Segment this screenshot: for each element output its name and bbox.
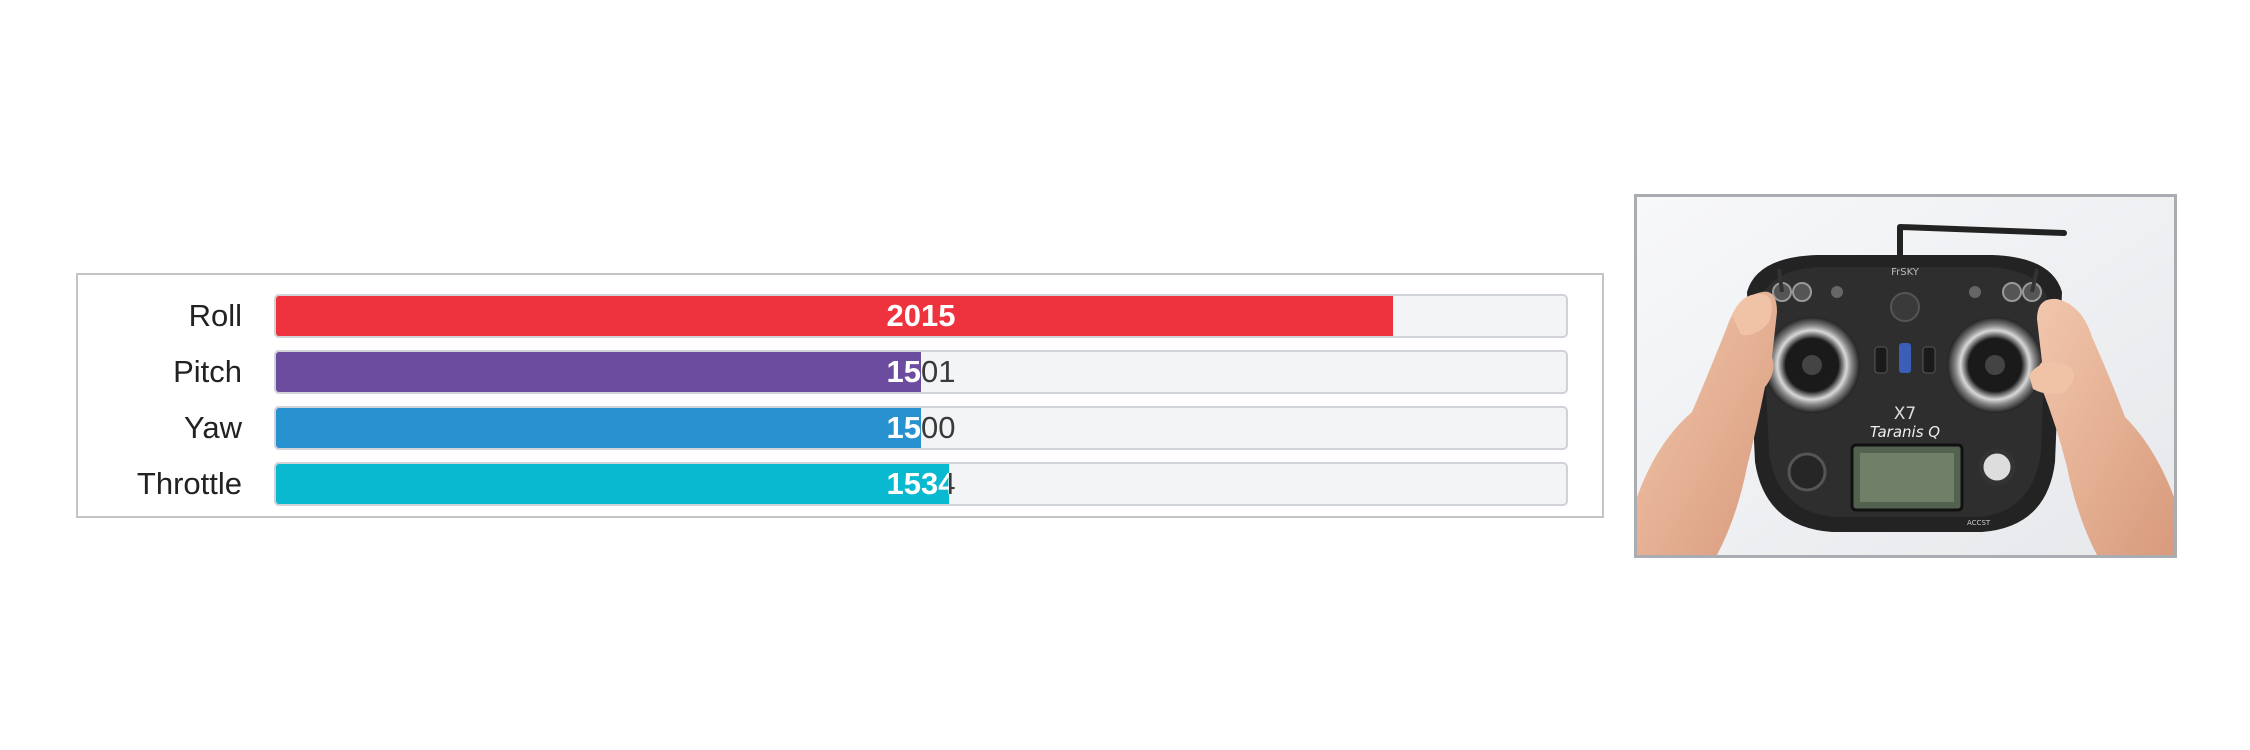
channel-label: Throttle	[136, 466, 242, 501]
svg-text:FrSKY: FrSKY	[1891, 267, 1920, 278]
transmitter-photo: FrSKY X7 Taranis Q ACCST	[1634, 194, 2177, 558]
channel-value-on-fill: 1500	[886, 410, 921, 445]
channel-label: Yaw	[183, 410, 242, 445]
svg-text:Taranis Q: Taranis Q	[1870, 423, 1940, 441]
channel-value-on-fill: 1534	[886, 466, 950, 501]
channel-bar-track: 1500 1500	[274, 406, 1568, 450]
channel-label: Pitch	[173, 354, 242, 389]
channel-bar-track: 1501 1501	[274, 350, 1568, 394]
svg-text:X7: X7	[1894, 404, 1916, 424]
channel-bar-fill: 1500	[276, 408, 921, 448]
channel-bar-track: 1534 1534	[274, 462, 1568, 506]
channel-label: Roll	[188, 298, 242, 333]
rc-transmitter-icon: FrSKY X7 Taranis Q ACCST	[1637, 197, 2174, 555]
channel-row-pitch: Pitch 1501 1501	[78, 350, 1602, 394]
channel-value-on-fill: 1501	[886, 354, 921, 389]
channel-bar-fill: 1534	[276, 464, 950, 504]
channel-row-throttle: Throttle 1534 1534	[78, 462, 1602, 506]
channel-value-on-fill: 2015	[886, 298, 956, 333]
channel-bar-track: 2015 2015	[274, 294, 1568, 338]
channel-row-roll: Roll 2015 2015	[78, 294, 1602, 338]
svg-text:ACCST: ACCST	[1967, 519, 1991, 527]
channel-bar-fill: 2015	[276, 296, 1394, 336]
channel-row-yaw: Yaw 1500 1500	[78, 406, 1602, 450]
channel-monitor-panel: Roll 2015 2015 Pitch 1501 1501 Yaw 1500 …	[76, 273, 1604, 518]
channel-bar-fill: 1501	[276, 352, 921, 392]
